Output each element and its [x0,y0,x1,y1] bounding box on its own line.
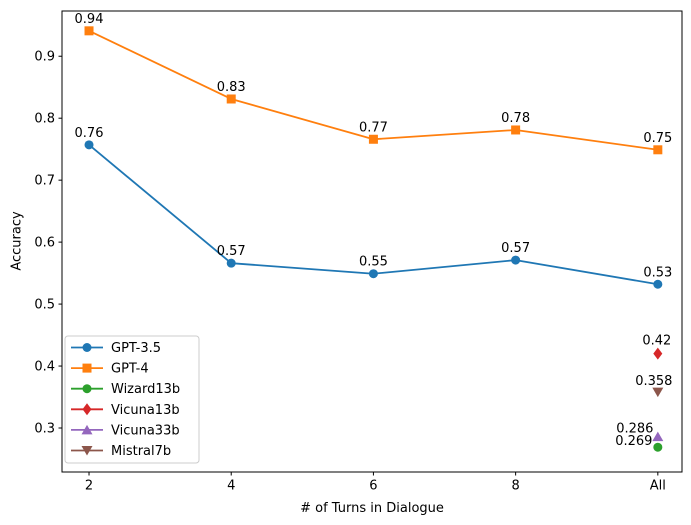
data-label-gpt-4: 0.77 [359,120,388,135]
y-tick-label: 0.9 [34,50,55,65]
x-tick-label: 2 [85,479,93,494]
data-label-gpt-4: 0.78 [501,111,530,126]
x-tick-label: 8 [511,479,519,494]
marker-gpt-4 [653,145,663,155]
y-tick-label: 0.8 [34,112,55,127]
data-label-vicuna13b: 0.42 [642,334,671,349]
marker-gpt-4 [84,26,94,36]
legend-label-vicuna33b: Vicuna33b [111,423,180,438]
data-label-mistral7b: 0.358 [635,374,672,389]
legend-label-wizard13b: Wizard13b [111,382,180,397]
marker-mistral7b [652,387,664,398]
legend-marker-wizard13b [82,384,92,394]
legend-marker-mistral7b [81,446,93,456]
data-label-gpt-3-5: 0.55 [359,255,388,270]
marker-gpt-3-5 [511,255,521,265]
marker-gpt-3-5 [653,279,663,289]
data-label-gpt-3-5: 0.57 [501,241,530,256]
marker-gpt-3-5 [226,258,236,268]
legend-label-gpt-3-5: GPT-3.5 [111,341,161,356]
marker-vicuna33b [652,431,664,442]
data-label-gpt-4: 0.75 [643,131,672,146]
marker-gpt-3-5 [368,269,378,279]
marker-vicuna13b [653,347,663,360]
x-tick-label: 6 [369,479,377,494]
data-label-gpt-3-5: 0.57 [217,244,246,259]
y-tick-label: 0.4 [34,360,55,375]
legend-label-mistral7b: Mistral7b [111,444,171,459]
data-label-wizard13b: 0.269 [615,434,652,449]
data-label-vicuna33b: 0.286 [616,422,653,437]
data-label-gpt-3-5: 0.76 [75,126,104,141]
legend-marker-gpt-4 [82,363,92,373]
y-tick-label: 0.3 [34,422,55,437]
data-label-gpt-4: 0.94 [75,12,104,27]
legend: GPT-3.5 GPT-4 Wizard13b Vicuna13b Vicuna33b M… [64,335,200,464]
marker-gpt-3-5 [84,140,94,150]
legend-marker-gpt-3-5 [82,343,92,352]
x-tick-label: All [650,479,666,494]
legend-label-gpt-4: GPT-4 [111,362,149,377]
y-tick-label: 0.7 [34,174,55,189]
legend-marker-vicuna13b [82,403,92,416]
data-label-gpt-4: 0.83 [217,80,246,95]
legend-label-vicuna13b: Vicuna13b [111,403,180,418]
marker-wizard13b [653,442,663,452]
y-tick-label: 0.6 [34,236,55,251]
legend-marker-vicuna33b [81,424,93,435]
x-tick-label: 4 [227,479,235,494]
data-label-gpt-3-5: 0.53 [643,265,672,280]
marker-gpt-4 [511,125,521,135]
marker-gpt-4 [368,134,378,144]
marker-gpt-4 [226,94,236,104]
y-tick-label: 0.5 [34,298,55,313]
